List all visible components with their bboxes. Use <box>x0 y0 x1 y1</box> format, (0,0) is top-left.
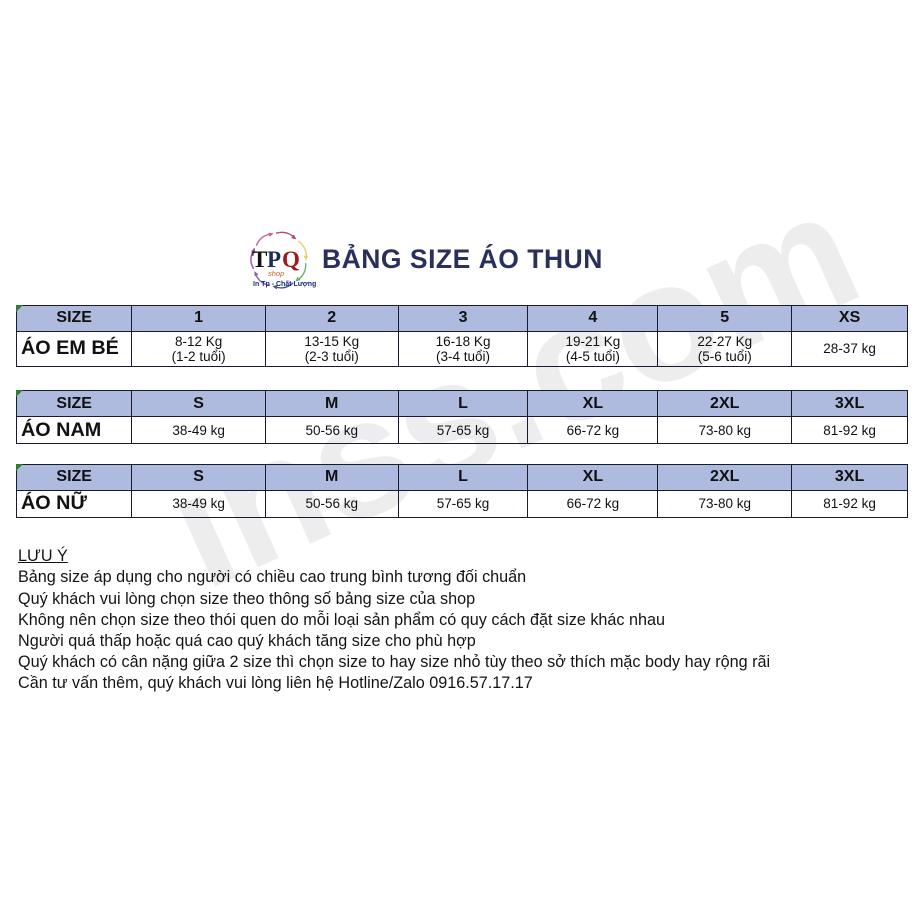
svg-text:Q: Q <box>282 247 300 272</box>
svg-text:T: T <box>252 247 267 272</box>
svg-text:In Tp - Chất Lượng: In Tp - Chất Lượng <box>253 280 316 288</box>
svg-text:shop: shop <box>268 269 284 278</box>
